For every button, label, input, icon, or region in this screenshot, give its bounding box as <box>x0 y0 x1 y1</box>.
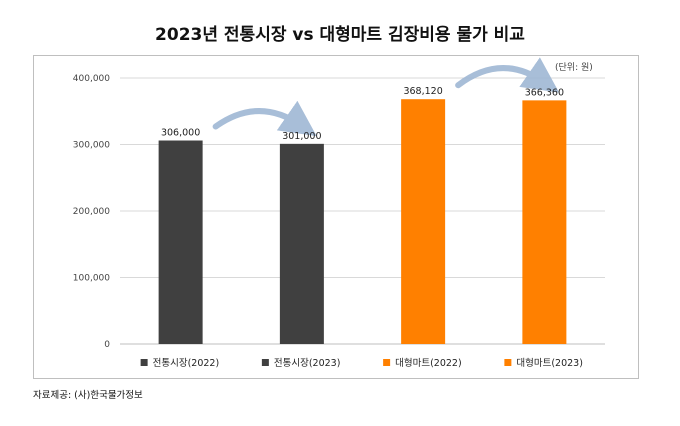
chart-frame <box>33 55 639 379</box>
bar <box>401 99 446 345</box>
legend-swatch <box>140 359 148 366</box>
change-arrow-icon <box>212 100 317 137</box>
chart-title: 2023년 전통시장 vs 대형마트 김장비용 물가 비교 <box>155 25 525 45</box>
legend-swatch <box>383 359 391 366</box>
data-label: 301,000 <box>282 131 321 142</box>
legend-label: 전통시장(2022) <box>153 358 220 369</box>
y-tick-label: 300,000 <box>73 141 110 151</box>
data-label: 306,000 <box>161 128 200 139</box>
y-tick-label: 100,000 <box>73 274 110 284</box>
bar <box>279 143 324 344</box>
legend-label: 대형마트(2022) <box>395 358 462 369</box>
change-arrow-icon <box>455 57 560 93</box>
y-tick-label: 400,000 <box>73 74 110 84</box>
y-tick-label: 200,000 <box>73 207 110 217</box>
bar <box>522 100 567 344</box>
data-label: 366,360 <box>525 87 564 98</box>
unit-note: (단위: 원) <box>555 63 593 73</box>
legend-swatch <box>504 359 512 366</box>
legend-label: 전통시장(2023) <box>274 358 341 369</box>
source-note: 자료제공: (사)한국물가정보 <box>33 390 143 401</box>
data-label: 368,120 <box>403 86 442 97</box>
legend-label: 대형마트(2023) <box>516 358 583 369</box>
y-tick-label: 0 <box>104 340 110 350</box>
legend-swatch <box>261 359 269 366</box>
bar <box>158 140 203 344</box>
